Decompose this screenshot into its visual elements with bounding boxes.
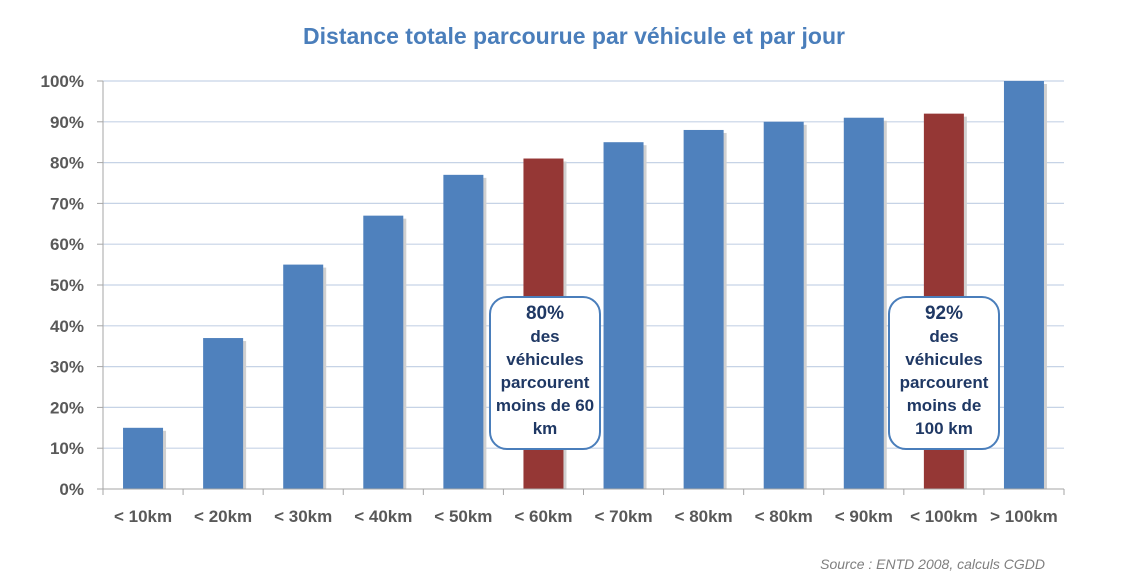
x-tick-label: < 50km: [434, 507, 492, 526]
y-tick-label: 100%: [41, 72, 84, 91]
bar: [123, 427, 164, 489]
annotation-callout-60km: 80% des véhicules parcourent moins de 60…: [489, 296, 601, 450]
bar: [203, 338, 244, 489]
y-tick-label: 50%: [50, 276, 84, 295]
annotation-pct: 92%: [924, 303, 964, 324]
y-tick-label: 80%: [50, 154, 84, 173]
annotation-text: des véhicules parcourent moins de 100 km: [899, 327, 989, 438]
x-tick-label: < 70km: [594, 507, 652, 526]
source-note: Source : ENTD 2008, calculs CGDD: [820, 556, 1045, 572]
x-tick-label: < 40km: [354, 507, 412, 526]
x-tick-label: > 100km: [990, 507, 1058, 526]
bar: [283, 264, 324, 489]
y-tick-label: 60%: [50, 235, 84, 254]
x-tick-label: < 80km: [755, 507, 813, 526]
chart-title: Distance totale parcourue par véhicule e…: [303, 23, 845, 49]
x-tick-label: < 100km: [910, 507, 978, 526]
y-tick-label: 90%: [50, 113, 84, 132]
bar: [603, 142, 644, 489]
bar: [363, 215, 404, 489]
x-tick-label: < 20km: [194, 507, 252, 526]
y-tick-label: 40%: [50, 317, 84, 336]
bar: [1003, 81, 1044, 489]
y-tick-label: 20%: [50, 398, 84, 417]
x-tick-label: < 60km: [514, 507, 572, 526]
annotation-callout-100km: 92% des véhicules parcourent moins de 10…: [888, 296, 1000, 450]
x-tick-label: < 10km: [114, 507, 172, 526]
bar: [443, 174, 484, 489]
bar: [763, 121, 804, 490]
annotation-pct: 80%: [525, 303, 565, 324]
bar: [843, 117, 884, 489]
y-tick-label: 30%: [50, 358, 84, 377]
bar: [683, 129, 724, 489]
annotation-text: des véhicules parcourent moins de 60 km: [495, 327, 595, 438]
x-tick-label: < 90km: [835, 507, 893, 526]
y-tick-label: 70%: [50, 194, 84, 213]
y-tick-label: 10%: [50, 439, 84, 458]
y-tick-label: 0%: [59, 480, 84, 499]
x-tick-label: < 30km: [274, 507, 332, 526]
x-tick-label: < 80km: [675, 507, 733, 526]
